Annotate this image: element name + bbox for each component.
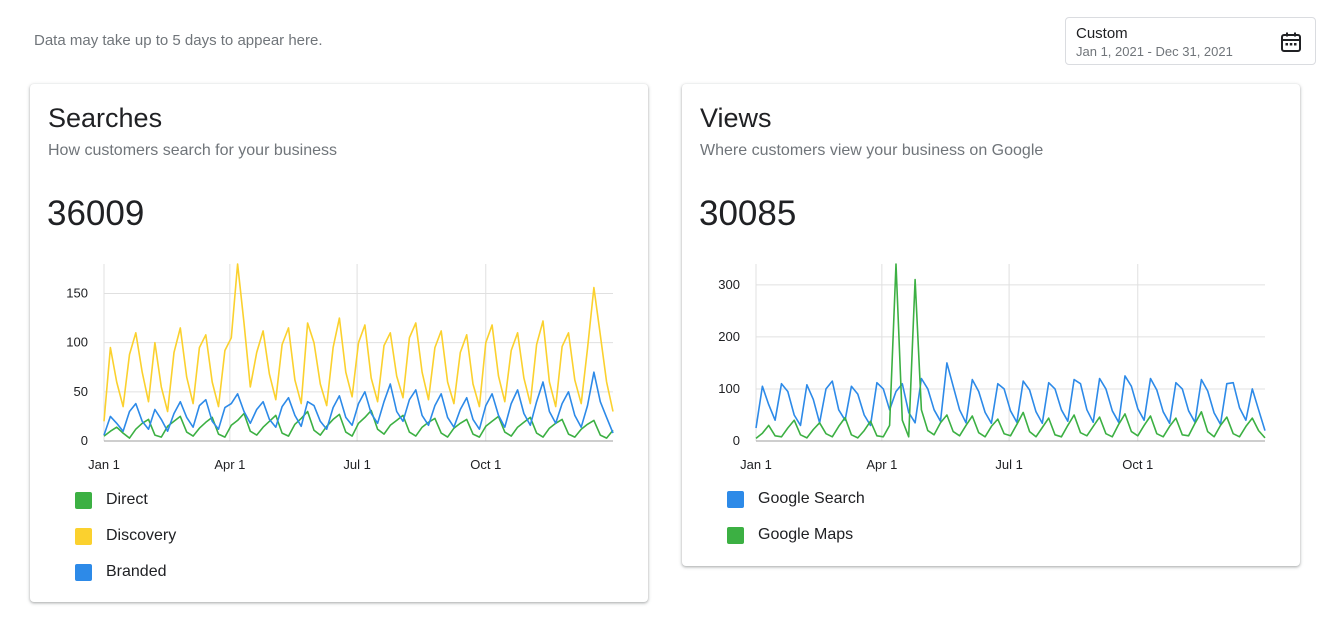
date-range-value: Jan 1, 2021 - Dec 31, 2021 bbox=[1076, 44, 1233, 59]
date-range-picker[interactable]: Custom Jan 1, 2021 - Dec 31, 2021 bbox=[1065, 17, 1316, 65]
legend-label-google-search: Google Search bbox=[758, 490, 865, 507]
searches-y-tick: 50 bbox=[74, 384, 88, 399]
calendar-icon[interactable] bbox=[1279, 30, 1303, 54]
searches-legend: Direct Discovery Branded bbox=[75, 482, 176, 590]
searches-x-tick: Jul 1 bbox=[343, 457, 370, 472]
data-delay-notice: Data may take up to 5 days to appear her… bbox=[34, 32, 323, 49]
legend-item-discovery[interactable]: Discovery bbox=[75, 518, 176, 554]
legend-swatch-google-search bbox=[727, 490, 744, 508]
searches-chart[interactable]: 0 50 100 150 Jan 1 Apr 1 Jul 1 Oct 1 bbox=[30, 84, 648, 484]
views-card: Views Where customers view your business… bbox=[682, 84, 1300, 566]
views-x-tick: Jul 1 bbox=[995, 457, 1022, 472]
legend-swatch-branded bbox=[75, 563, 92, 581]
views-total: 30085 bbox=[699, 194, 797, 233]
views-y-tick: 200 bbox=[718, 329, 740, 344]
searches-series-direct bbox=[103, 409, 614, 439]
legend-swatch-discovery bbox=[75, 527, 92, 545]
searches-subtitle: How customers search for your business bbox=[48, 142, 337, 159]
views-y-tick: 0 bbox=[733, 433, 740, 448]
legend-label-direct: Direct bbox=[106, 491, 148, 508]
legend-label-branded: Branded bbox=[106, 563, 167, 580]
searches-y-tick: 100 bbox=[66, 335, 88, 350]
date-range-label: Custom bbox=[1076, 25, 1128, 42]
views-series-google-maps bbox=[755, 263, 1266, 440]
views-title: Views bbox=[700, 103, 772, 133]
views-y-tick: 300 bbox=[718, 277, 740, 292]
views-subtitle: Where customers view your business on Go… bbox=[700, 142, 1044, 159]
views-legend: Google Search Google Maps bbox=[727, 481, 865, 553]
legend-swatch-google-maps bbox=[727, 526, 744, 544]
searches-y-tick: 150 bbox=[66, 286, 88, 301]
views-x-tick: Apr 1 bbox=[866, 457, 897, 472]
legend-item-google-maps[interactable]: Google Maps bbox=[727, 517, 865, 553]
searches-x-tick: Oct 1 bbox=[470, 457, 501, 472]
searches-y-tick: 0 bbox=[81, 433, 88, 448]
searches-title: Searches bbox=[48, 103, 163, 133]
views-chart[interactable]: 0 100 200 300 Jan 1 Apr 1 Jul 1 Oct 1 bbox=[682, 84, 1300, 484]
views-x-tick: Jan 1 bbox=[740, 457, 772, 472]
searches-series-branded bbox=[103, 371, 614, 436]
searches-x-tick: Jan 1 bbox=[88, 457, 120, 472]
legend-label-discovery: Discovery bbox=[106, 527, 177, 544]
legend-item-google-search[interactable]: Google Search bbox=[727, 481, 865, 517]
searches-card: Searches How customers search for your b… bbox=[30, 84, 648, 602]
legend-item-branded[interactable]: Branded bbox=[75, 554, 176, 590]
legend-swatch-direct bbox=[75, 491, 92, 509]
views-series-google-search bbox=[755, 362, 1266, 431]
views-x-tick: Oct 1 bbox=[1122, 457, 1153, 472]
searches-x-tick: Apr 1 bbox=[214, 457, 245, 472]
views-y-tick: 100 bbox=[718, 381, 740, 396]
searches-total: 36009 bbox=[47, 194, 145, 233]
searches-series-discovery bbox=[103, 263, 614, 422]
legend-item-direct[interactable]: Direct bbox=[75, 482, 176, 518]
legend-label-google-maps: Google Maps bbox=[758, 526, 854, 543]
